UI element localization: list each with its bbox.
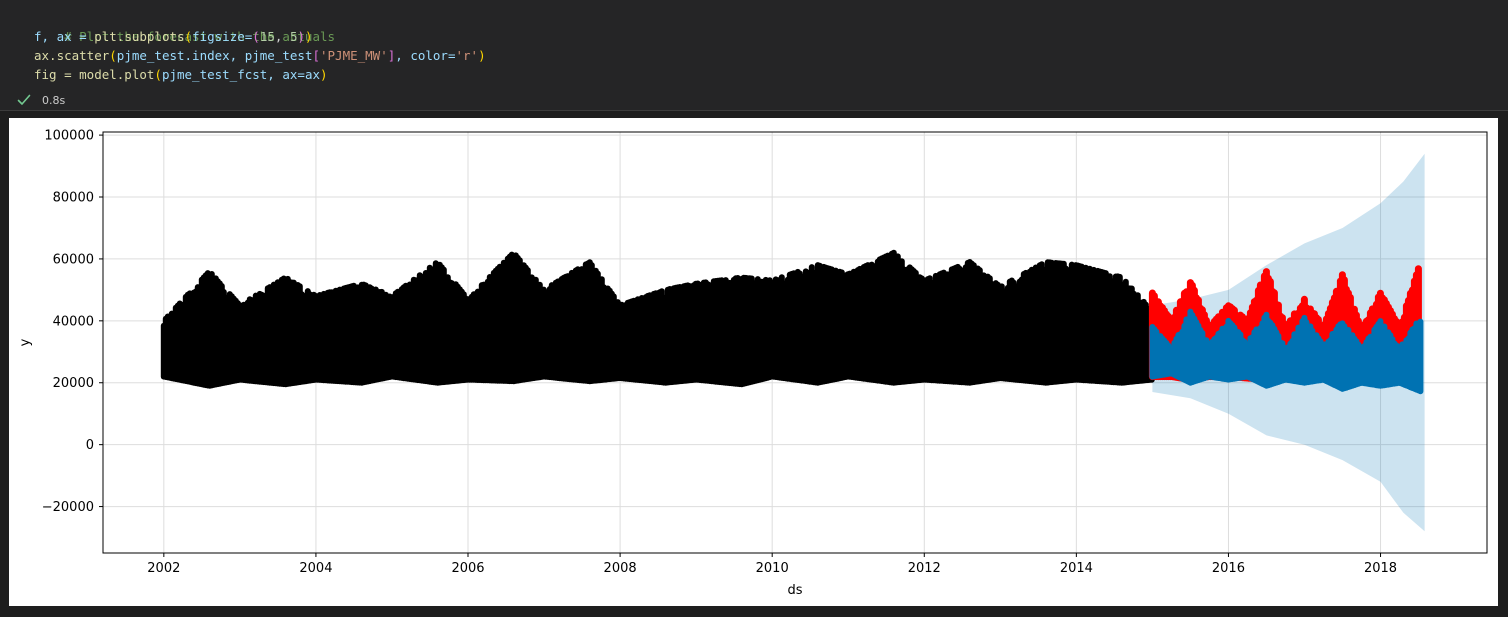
execution-status: 0.8s: [16, 92, 65, 108]
code-token: ): [305, 29, 313, 44]
execution-time: 0.8s: [42, 93, 66, 107]
code-line-4: fig = model.plot(pjme_test_fcst, ax=ax): [34, 65, 328, 84]
y-tick-label: −20000: [42, 500, 94, 515]
x-tick-label: 2006: [451, 561, 484, 576]
check-icon: [17, 94, 31, 105]
y-tick-label: 60000: [53, 252, 94, 267]
code-token: (: [109, 48, 117, 63]
cell-output[interactable]: 2002 2004 2006 2008 2010 2012 2014 2016 2018 1000…: [9, 118, 1498, 606]
code-comment: # Plot the forecast with the actuals: [64, 29, 336, 44]
code-token: (: [184, 29, 193, 44]
code-token: pjme_test.index, pjme_test: [116, 48, 313, 63]
code-line-3: ax.scatter(pjme_test.index, pjme_test['P…: [34, 46, 486, 65]
y-axis-title: y: [18, 338, 33, 346]
x-tick-label: 2018: [1364, 561, 1397, 576]
code-token: ]: [387, 48, 396, 63]
code-token: 'r': [455, 48, 479, 63]
code-token: (: [154, 67, 162, 82]
y-tick-label: 0: [86, 438, 94, 453]
code-token: ax.scatter: [34, 48, 110, 63]
code-token: 5: [289, 29, 298, 44]
code-token: ,: [274, 29, 290, 44]
code-token: fig = model.plot: [34, 67, 155, 82]
y-tick-label: 40000: [53, 314, 94, 329]
code-token: [: [312, 48, 320, 63]
y-tick-label: 20000: [53, 376, 94, 391]
code-token: (: [252, 29, 260, 44]
x-tick-label: 2002: [147, 561, 180, 576]
code-token: pjme_test_fcst, ax=ax: [161, 67, 320, 82]
code-line-2: f, ax = plt.subplots(figsize=(15, 5)): [34, 27, 313, 46]
code-token: f, ax =: [34, 29, 95, 44]
code-token: ): [478, 48, 486, 63]
code-cell[interactable]: # Plot the forecast with the actuals f, …: [0, 0, 1508, 110]
code-line-1: # Plot the forecast with the actuals: [34, 8, 335, 65]
plot-frame: [102, 131, 1488, 554]
x-axis-title: ds: [787, 583, 802, 598]
y-tick-label: 100000: [44, 129, 94, 144]
x-tick-label: 2004: [299, 561, 332, 576]
forecast-plot: 2002 2004 2006 2008 2010 2012 2014 2016 2018 1000…: [18, 129, 1488, 598]
code-token: 'PJME_MW': [320, 48, 388, 63]
x-tick-label: 2008: [604, 561, 637, 576]
code-token: 15: [259, 29, 275, 44]
code-token: , color=: [395, 48, 456, 63]
x-tick-label: 2014: [1060, 561, 1093, 576]
code-token: ): [320, 67, 328, 82]
code-token: figsize=: [192, 29, 253, 44]
cell-divider: [0, 110, 1508, 111]
x-tick-label: 2012: [908, 561, 941, 576]
code-token: ): [297, 29, 305, 44]
code-token: plt.subplots: [94, 29, 185, 44]
x-tick-label: 2010: [756, 561, 789, 576]
x-tick-label: 2016: [1212, 561, 1245, 576]
y-tick-label: 80000: [53, 191, 94, 206]
